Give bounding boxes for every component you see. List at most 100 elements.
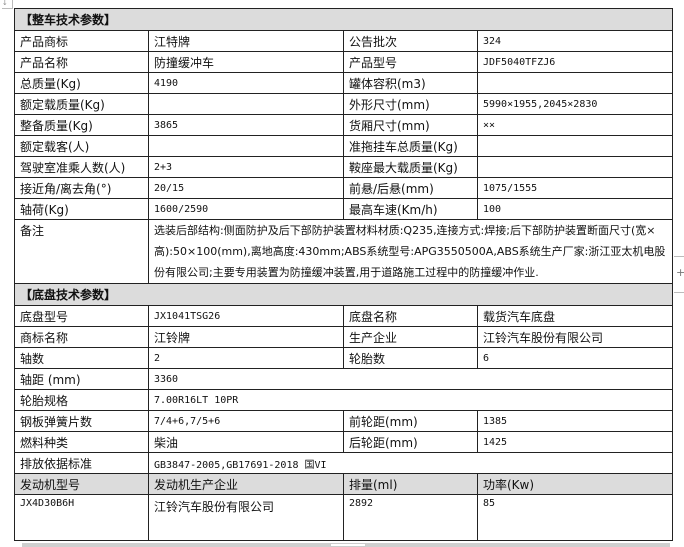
param-value: 1075/1555 bbox=[476, 177, 674, 199]
engine-column-header: 发动机生产企业 bbox=[148, 473, 344, 495]
table-row: 轴数 2 轮胎数 6 bbox=[14, 347, 674, 369]
remark-text: 选装后部结构:侧面防护及后下部防护装置材料材质:Q235,连接方式:焊接;后下部… bbox=[147, 219, 674, 284]
paragraph-anchor-icon: ↓ bbox=[2, 0, 13, 9]
param-label: 鞍座最大载质量(Kg) bbox=[343, 156, 478, 178]
param-value: 江铃牌 bbox=[148, 326, 344, 348]
param-value: 3865 bbox=[148, 114, 344, 136]
engine-column-header: 排量(ml) bbox=[343, 473, 478, 495]
engine-value: 2892 bbox=[343, 494, 478, 541]
param-value: 防撞缓冲车 bbox=[148, 51, 344, 73]
param-label: 底盘名称 bbox=[343, 305, 478, 327]
param-label: 商标名称 bbox=[14, 326, 149, 348]
param-label: 产品名称 bbox=[14, 51, 149, 73]
engine-value: 85 bbox=[476, 494, 674, 541]
param-label: 轴距 (mm) bbox=[14, 368, 149, 390]
table-row: 接近角/离去角(°) 20/15 前悬/后悬(mm) 1075/1555 bbox=[14, 177, 674, 199]
param-label: 产品商标 bbox=[14, 30, 149, 52]
param-label: 前轮距(mm) bbox=[343, 410, 478, 432]
param-label: 产品型号 bbox=[343, 51, 478, 73]
engine-row: JX4D30B6H 江铃汽车股份有限公司 2892 85 bbox=[14, 494, 674, 541]
param-value: 4190 bbox=[148, 72, 344, 94]
param-value: 324 bbox=[476, 30, 674, 52]
param-value: 7.00R16LT 10PR bbox=[147, 389, 674, 411]
table-row: 额定载质量(Kg) 外形尺寸(mm) 5990×1955,2045×2830 bbox=[14, 93, 674, 115]
param-label: 前悬/后悬(mm) bbox=[343, 177, 478, 199]
param-label: 排放依据标准 bbox=[14, 452, 149, 474]
table-row: 总质量(Kg) 4190 罐体容积(m3) bbox=[14, 72, 674, 94]
param-label: 额定载质量(Kg) bbox=[14, 93, 149, 115]
param-value: 2 bbox=[148, 347, 344, 369]
param-value bbox=[476, 135, 674, 157]
param-label: 准拖挂车总质量(Kg) bbox=[343, 135, 478, 157]
table-row: 商标名称 江铃牌 生产企业 江铃汽车股份有限公司 bbox=[14, 326, 674, 348]
param-label: 总质量(Kg) bbox=[14, 72, 149, 94]
engine-column-header: 发动机型号 bbox=[14, 473, 149, 495]
param-value: ×× bbox=[476, 114, 674, 136]
table-row: 燃料种类 柴油 后轮距(mm) 1425 bbox=[14, 431, 674, 453]
remark-label: 备注 bbox=[14, 219, 149, 284]
margin-divider bbox=[674, 292, 684, 293]
param-value: JX1041TSG26 bbox=[148, 305, 344, 327]
param-label: 轮胎规格 bbox=[14, 389, 149, 411]
table-row: 产品名称 防撞缓冲车 产品型号 JDF5040TFZJ6 bbox=[14, 51, 674, 73]
param-value bbox=[476, 156, 674, 178]
param-value: 江铃汽车股份有限公司 bbox=[476, 326, 674, 348]
param-value: 3360 bbox=[147, 368, 674, 390]
param-label: 接近角/离去角(°) bbox=[14, 177, 149, 199]
param-label: 罐体容积(m3) bbox=[343, 72, 478, 94]
param-label: 驾驶室准乘人数(人) bbox=[14, 156, 149, 178]
param-label: 最高车速(Km/h) bbox=[343, 198, 478, 220]
param-label: 额定载客(人) bbox=[14, 135, 149, 157]
table-row: 底盘型号 JX1041TSG26 底盘名称 载货汽车底盘 bbox=[14, 305, 674, 327]
table-row: 轴荷(Kg) 1600/2590 最高车速(Km/h) 100 bbox=[14, 198, 674, 220]
add-row-icon[interactable]: + bbox=[676, 266, 684, 279]
param-value bbox=[148, 93, 344, 115]
scrollbar-thumb[interactable] bbox=[330, 543, 366, 547]
param-label: 底盘型号 bbox=[14, 305, 149, 327]
param-value: 1600/2590 bbox=[148, 198, 344, 220]
param-value: 20/15 bbox=[148, 177, 344, 199]
engine-value: 江铃汽车股份有限公司 bbox=[148, 494, 344, 541]
remark-row: 备注 选装后部结构:侧面防护及后下部防护装置材料材质:Q235,连接方式:焊接;后… bbox=[14, 219, 674, 284]
engine-value: JX4D30B6H bbox=[14, 494, 149, 541]
margin-divider bbox=[674, 256, 684, 257]
param-value: JDF5040TFZJ6 bbox=[476, 51, 674, 73]
param-label: 外形尺寸(mm) bbox=[343, 93, 478, 115]
table-row: 轮胎规格 7.00R16LT 10PR bbox=[14, 389, 674, 411]
param-label: 轴数 bbox=[14, 347, 149, 369]
param-value bbox=[148, 135, 344, 157]
param-label: 钢板弹簧片数 bbox=[14, 410, 149, 432]
param-label: 轴荷(Kg) bbox=[14, 198, 149, 220]
engine-header-row: 发动机型号 发动机生产企业 排量(ml) 功率(Kw) bbox=[14, 473, 674, 495]
param-value: 7/4+6,7/5+6 bbox=[148, 410, 344, 432]
table-row: 额定载客(人) 准拖挂车总质量(Kg) bbox=[14, 135, 674, 157]
param-label: 轮胎数 bbox=[343, 347, 478, 369]
param-label: 货厢尺寸(mm) bbox=[343, 114, 478, 136]
vehicle-section-title: 【整车技术参数】 bbox=[13, 8, 674, 31]
param-value: 100 bbox=[476, 198, 674, 220]
param-value: 5990×1955,2045×2830 bbox=[476, 93, 674, 115]
param-value: 6 bbox=[476, 347, 674, 369]
param-value: GB3847-2005,GB17691-2018 国VI bbox=[147, 452, 674, 474]
spec-table: 【整车技术参数】 产品商标 江特牌 公告批次 324 产品名称 防撞缓冲车 产品型号 JDF5… bbox=[13, 8, 674, 541]
table-row: 排放依据标准 GB3847-2005,GB17691-2018 国VI bbox=[14, 452, 674, 474]
engine-column-header: 功率(Kw) bbox=[476, 473, 674, 495]
param-label: 公告批次 bbox=[343, 30, 478, 52]
param-label: 燃料种类 bbox=[14, 431, 149, 453]
table-row: 整备质量(Kg) 3865 货厢尺寸(mm) ×× bbox=[14, 114, 674, 136]
param-value: 柴油 bbox=[148, 431, 344, 453]
table-row: 轴距 (mm) 3360 bbox=[14, 368, 674, 390]
param-value bbox=[476, 72, 674, 94]
chassis-section-title: 【底盘技术参数】 bbox=[13, 283, 674, 306]
param-label: 生产企业 bbox=[343, 326, 478, 348]
table-row: 钢板弹簧片数 7/4+6,7/5+6 前轮距(mm) 1385 bbox=[14, 410, 674, 432]
param-value: 载货汽车底盘 bbox=[476, 305, 674, 327]
table-row: 驾驶室准乘人数(人) 2+3 鞍座最大载质量(Kg) bbox=[14, 156, 674, 178]
param-label: 后轮距(mm) bbox=[343, 431, 478, 453]
param-value: 1425 bbox=[476, 431, 674, 453]
param-value: 2+3 bbox=[148, 156, 344, 178]
param-label: 整备质量(Kg) bbox=[14, 114, 149, 136]
param-value: 江特牌 bbox=[148, 30, 344, 52]
param-value: 1385 bbox=[476, 410, 674, 432]
table-row: 产品商标 江特牌 公告批次 324 bbox=[14, 30, 674, 52]
